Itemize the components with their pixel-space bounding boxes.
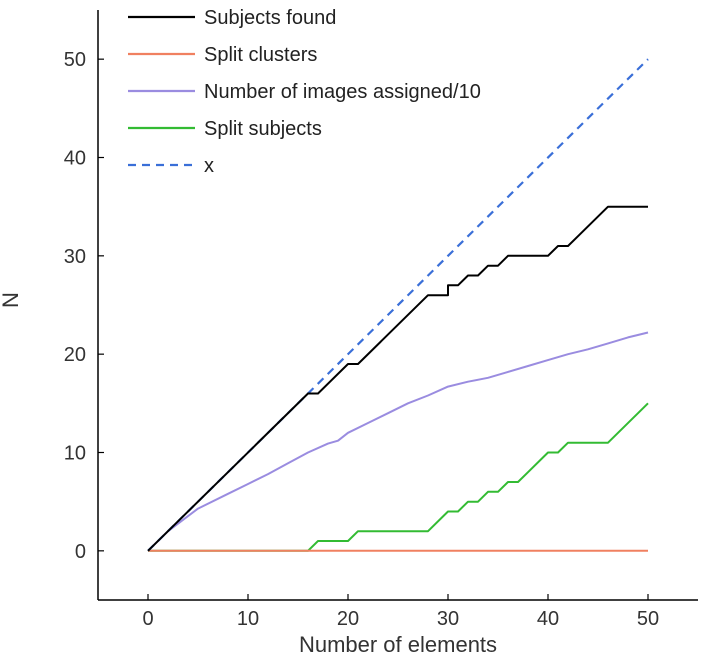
y-tick-label: 20: [64, 344, 86, 366]
legend-label: x: [204, 155, 214, 177]
x-tick-label: 50: [637, 608, 659, 630]
legend-label: Number of images assigned/10: [204, 81, 481, 103]
axes: [97, 10, 698, 601]
legend-label: Split clusters: [204, 44, 317, 66]
x-tick-label: 30: [437, 608, 459, 630]
y-tick-label: 30: [64, 246, 86, 268]
series-lines: [147, 58, 649, 552]
legend: Subjects found Split clusters Number of im…: [128, 7, 481, 177]
series-line-split-subjects: [148, 402, 649, 552]
y-tick-label: 0: [75, 541, 86, 563]
y-tick-label: 50: [64, 49, 86, 71]
series-line-subjects-found: [147, 205, 648, 552]
x-tick-label: 10: [237, 608, 259, 630]
x-axis-title: Number of elements: [299, 632, 497, 657]
legend-label: Subjects found: [204, 7, 336, 29]
legend-label: Split subjects: [204, 118, 322, 140]
tick-labels: 0 10 20 30 40 50 0 10 20 30 40 50: [64, 49, 659, 630]
x-tick-label: 0: [142, 608, 153, 630]
y-tick-label: 10: [64, 443, 86, 465]
series-line-number-of-images-assigned-10: [147, 331, 649, 552]
y-tick-label: 40: [64, 148, 86, 170]
x-tick-label: 40: [537, 608, 559, 630]
y-axis-title: N: [0, 292, 23, 308]
x-tick-label: 20: [337, 608, 359, 630]
